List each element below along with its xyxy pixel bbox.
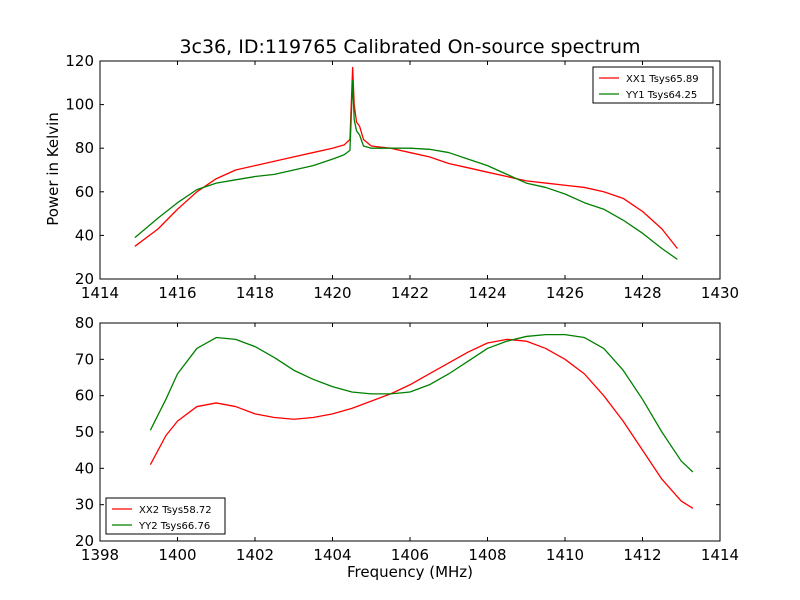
legend-label: XX1 Tsys65.89 xyxy=(626,74,699,85)
x-axis-label: Frequency (MHz) xyxy=(347,563,473,581)
x-tick-label: 1402 xyxy=(236,546,274,564)
x-tick-label: 1430 xyxy=(701,284,739,302)
legend: XX1 Tsys65.89 YY1 Tsys64.25 xyxy=(592,66,714,104)
legend-label: YY1 Tsys64.25 xyxy=(625,90,697,101)
series-line-2-1 xyxy=(149,338,694,509)
series-line-1-2 xyxy=(134,79,678,260)
y-axis-label: Power in Kelvin xyxy=(44,112,62,226)
y-tick-label: 120 xyxy=(65,52,94,70)
x-tick-label: 1416 xyxy=(158,284,196,302)
y-tick-label: 30 xyxy=(75,496,94,514)
x-tick-label: 1422 xyxy=(391,284,429,302)
figure-title: 3c36, ID:119765 Calibrated On-source spe… xyxy=(179,36,640,58)
x-tick-label: 1414 xyxy=(701,546,739,564)
x-tick-label: 1420 xyxy=(313,284,351,302)
x-tick-label: 1424 xyxy=(468,284,506,302)
x-tick-label: 1400 xyxy=(158,546,196,564)
x-tick-label: 1418 xyxy=(236,284,274,302)
y-tick-label: 20 xyxy=(75,270,94,288)
legend-box xyxy=(105,497,226,535)
y-tick-label: 50 xyxy=(75,423,94,441)
x-tick-label: 1428 xyxy=(623,284,661,302)
x-tick-label: 1410 xyxy=(546,546,584,564)
legend-label: XX2 Tsys58.72 xyxy=(139,505,212,516)
x-tick-label: 1414 xyxy=(81,284,119,302)
series-line-1-1 xyxy=(134,66,678,249)
y-tick-label: 60 xyxy=(75,183,94,201)
y-tick-label: 80 xyxy=(75,314,94,332)
legend: XX2 Tsys58.72 YY2 Tsys66.76 xyxy=(105,497,226,535)
y-tick-label: 20 xyxy=(75,532,94,550)
x-tick-label: 1412 xyxy=(623,546,661,564)
series-line-2-2 xyxy=(149,333,694,473)
panel-2: 1398 1400 1402 1404 1406 1408 1410 1412 1414 20 30… xyxy=(75,314,739,564)
legend-label: YY2 Tsys66.76 xyxy=(138,521,210,532)
y-tick-label: 80 xyxy=(75,139,94,157)
y-tick-label: 100 xyxy=(65,96,94,114)
x-tick-label: 1408 xyxy=(468,546,506,564)
x-tick-label: 1404 xyxy=(313,546,351,564)
y-tick-label: 70 xyxy=(75,350,94,368)
x-tick-label: 1398 xyxy=(81,546,119,564)
y-tick-label: 40 xyxy=(75,226,94,244)
legend-box xyxy=(592,66,714,104)
x-tick-label: 1406 xyxy=(391,546,429,564)
panel-1: 1414 1416 1418 1420 1422 1424 1426 1428 1430 20 40… xyxy=(65,52,739,302)
x-tick-label: 1426 xyxy=(546,284,584,302)
y-tick-label: 60 xyxy=(75,387,94,405)
y-tick-label: 40 xyxy=(75,459,94,477)
plot-panels: 1414 1416 1418 1420 1422 1424 1426 1428 1430 20 40… xyxy=(65,52,739,564)
